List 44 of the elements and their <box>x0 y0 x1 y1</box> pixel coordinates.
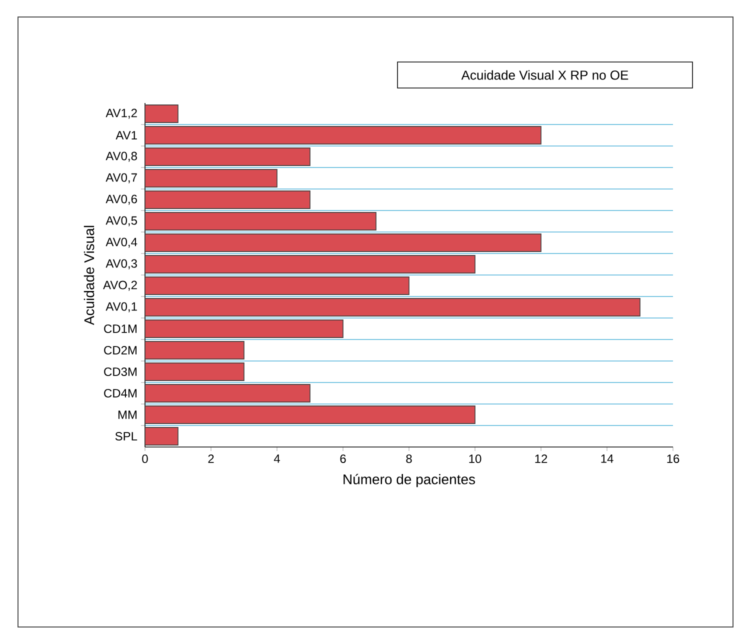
y-tick-label: MM <box>118 410 136 419</box>
chart-title: Acuidade Visual X RP no OE <box>461 70 628 80</box>
x-tick-label: 16 <box>667 454 680 464</box>
y-tick-label: AV0,3 <box>106 259 137 270</box>
x-tick-label: 6 <box>340 454 346 464</box>
bar <box>145 190 310 209</box>
bar <box>145 384 310 402</box>
x-tick-label: 0 <box>142 454 148 464</box>
bar <box>145 212 376 230</box>
bar <box>145 255 476 274</box>
bar <box>145 362 244 381</box>
y-tick-label: SPL <box>115 432 138 441</box>
bar <box>145 298 640 316</box>
y-tick-label: AV1,2 <box>106 108 137 119</box>
y-tick-label: AVO,2 <box>103 280 137 291</box>
bar <box>145 234 542 252</box>
y-tick-label: CD2M <box>104 346 136 355</box>
y-tick-label: CD1M <box>104 324 136 334</box>
y-tick-label: AV0,5 <box>106 216 137 226</box>
x-tick-label: 14 <box>601 454 614 463</box>
y-tick-label: AV1 <box>116 131 137 140</box>
bar <box>145 276 410 295</box>
bar <box>145 104 178 123</box>
y-axis-title: Acuidade Visual <box>84 226 94 326</box>
bar <box>145 320 344 338</box>
bar <box>145 341 244 360</box>
y-tick-label: CD4M <box>104 389 136 398</box>
bar <box>145 427 178 446</box>
x-tick-label: 10 <box>469 454 482 464</box>
bar <box>145 148 310 166</box>
x-tick-label: 8 <box>406 454 412 464</box>
y-tick-label: AV0,8 <box>106 152 137 162</box>
y-tick-label: AV0,1 <box>106 302 137 312</box>
y-tick-label: CD3M <box>104 368 136 376</box>
x-axis-title: Número de pacientes <box>344 474 476 488</box>
y-tick-label: AV0,6 <box>106 194 137 205</box>
x-tick-label: 12 <box>535 454 548 463</box>
x-tick-label: 2 <box>208 454 214 463</box>
bar <box>145 406 476 424</box>
x-tick-label: 4 <box>274 454 280 463</box>
bar <box>145 126 542 144</box>
y-tick-label: AV0,4 <box>106 238 138 248</box>
bar <box>145 169 278 188</box>
y-tick-label: AV0,7 <box>106 173 137 184</box>
